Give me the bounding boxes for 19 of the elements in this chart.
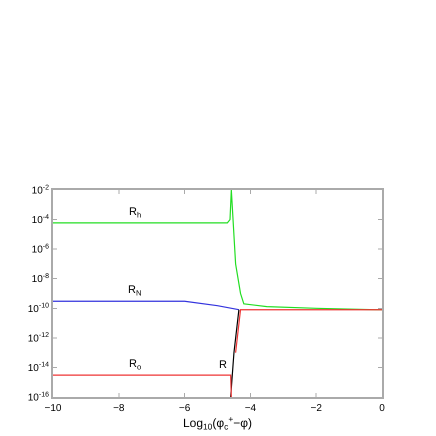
x-tick-label: 0 — [379, 403, 386, 414]
series-label: R$_{h}$ — [129, 206, 142, 220]
x-tick-label: −4 — [244, 403, 257, 414]
y-tick-label: 10$^{-4}$ — [32, 214, 50, 226]
y-tick-label: 10$^{-8}$ — [32, 273, 50, 286]
y-tick-label: 10$^{-14}$ — [28, 362, 50, 374]
x-tick-label: −10 — [44, 403, 62, 414]
series-label: R$_{o}$ — [129, 358, 142, 372]
y-tick-label: 10$^{-10}$ — [28, 302, 50, 315]
series-label: R$_{N}$ — [128, 284, 142, 298]
x-axis-title: Log$_{10}$(φ$_{c}$$^{+}$−φ) — [182, 414, 252, 432]
x-tick-label: −8 — [113, 403, 125, 414]
y-tick-label: 10$^{-6}$ — [32, 243, 50, 256]
x-tick-label: −2 — [310, 403, 322, 414]
y-tick-label: 10$^{-2}$ — [32, 184, 50, 196]
y-tick-label: 10$^{-16}$ — [28, 391, 50, 404]
y-tick-label: 10$^{-12}$ — [28, 332, 50, 344]
x-tick-label: −6 — [178, 403, 191, 414]
series-label: R — [219, 359, 227, 371]
